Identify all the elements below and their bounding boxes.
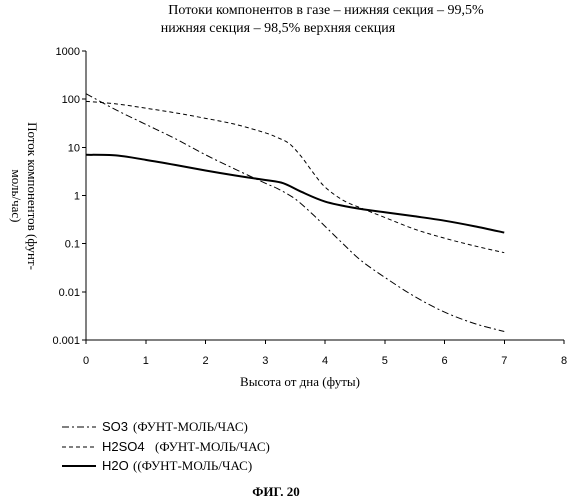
x-tick-label: 0 bbox=[83, 355, 89, 367]
x-tick-label: 2 bbox=[202, 355, 208, 367]
series-line-h2o bbox=[86, 155, 504, 233]
legend-unit-h2o: ((ФУНТ-МОЛЬ/ЧАС) bbox=[133, 458, 252, 473]
x-tick-label: 5 bbox=[382, 355, 388, 367]
y-tick-label: 0.001 bbox=[52, 335, 80, 347]
series-line-so3 bbox=[86, 94, 504, 332]
legend-series-name-h2o: H2O bbox=[102, 458, 129, 473]
y-tick-label: 100 bbox=[62, 94, 80, 106]
x-tick-label: 3 bbox=[262, 355, 268, 367]
x-axis-label: Высота от дна (футы) bbox=[240, 374, 360, 389]
legend-unit-so3: (ФУНТ-МОЛЬ/ЧАС) bbox=[133, 419, 248, 434]
legend-item-so3: SO3 (ФУНТ-МОЛЬ/ЧАС) bbox=[62, 419, 248, 434]
chart-title-line-2: нижняя секция – 98,5% верхняя секция bbox=[161, 21, 396, 36]
series-line-h2so4 bbox=[86, 101, 504, 252]
y-tick-label: 0.1 bbox=[65, 239, 80, 251]
plot-area bbox=[86, 94, 504, 332]
x-tick-label: 1 bbox=[143, 355, 149, 367]
x-tick-label: 8 bbox=[561, 355, 567, 367]
legend-series-name-h2so4: H2SO4 bbox=[102, 439, 145, 454]
y-axis-label-line-2: моль/час) bbox=[9, 170, 24, 223]
y-tick-label: 1000 bbox=[56, 46, 80, 58]
axes bbox=[86, 51, 564, 340]
x-tick-label: 6 bbox=[441, 355, 447, 367]
x-ticks: 0 1 2 3 4 5 6 7 8 bbox=[83, 340, 567, 367]
legend-series-name-so3: SO3 bbox=[102, 419, 128, 434]
legend: SO3 (ФУНТ-МОЛЬ/ЧАС) H2SO4 (ФУНТ-МОЛЬ/ЧАС… bbox=[62, 419, 270, 473]
y-tick-label: 0.01 bbox=[59, 287, 80, 299]
x-tick-label: 4 bbox=[322, 355, 328, 367]
y-axis-label: Поток компонентов (фунт- моль/час) bbox=[9, 122, 40, 270]
legend-item-h2o: H2O ((ФУНТ-МОЛЬ/ЧАС) bbox=[62, 458, 252, 473]
y-ticks: 0.001 0.01 0.1 1 10 100 1000 bbox=[52, 46, 86, 347]
chart-title-line-1: Потоки компонентов в газе – нижняя секци… bbox=[168, 3, 484, 18]
y-axis-label-line-1: Поток компонентов (фунт- bbox=[25, 122, 40, 270]
legend-unit-h2so4: (ФУНТ-МОЛЬ/ЧАС) bbox=[155, 439, 270, 454]
legend-item-h2so4: H2SO4 (ФУНТ-МОЛЬ/ЧАС) bbox=[62, 439, 270, 454]
x-tick-label: 7 bbox=[501, 355, 507, 367]
figure-caption: ФИГ. 20 bbox=[252, 484, 300, 499]
y-tick-label: 1 bbox=[74, 191, 80, 203]
y-tick-label: 10 bbox=[68, 142, 80, 154]
